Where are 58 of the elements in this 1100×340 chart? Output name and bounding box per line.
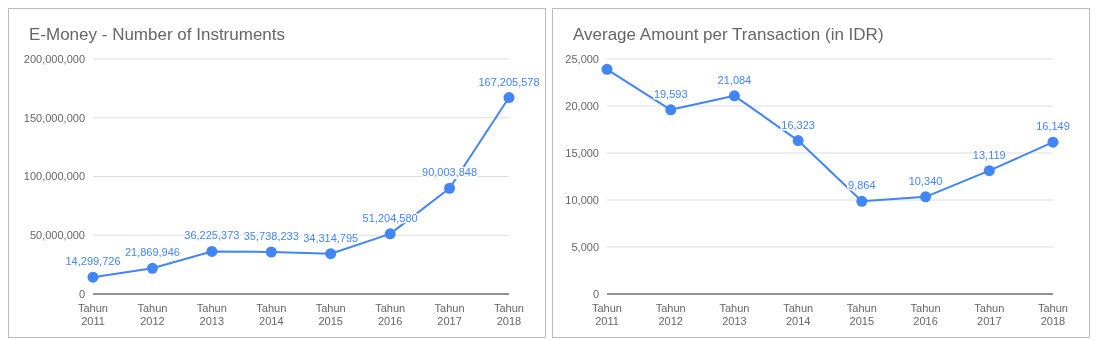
chart-title: Average Amount per Transaction (in IDR) [573, 25, 884, 45]
data-label: 16,323 [781, 118, 815, 131]
x-tick-label: Tahun 2017 [434, 302, 465, 327]
data-label: 14,299,726 [65, 255, 121, 268]
data-label: 167,205,578 [478, 75, 540, 88]
y-tick-label: 200,000,000 [23, 52, 85, 65]
x-tick-label: Tahun 2012 [655, 302, 686, 327]
y-tick-label: 0 [592, 287, 599, 300]
chart-title: E-Money - Number of Instruments [29, 25, 286, 45]
data-label: 36,225,373 [184, 229, 240, 242]
point [728, 90, 740, 102]
point [920, 191, 932, 203]
point [792, 135, 804, 147]
data-label: 35,738,233 [243, 230, 299, 243]
data-label: 21,869,946 [124, 246, 180, 259]
point [1047, 136, 1059, 148]
x-tick-label: Tahun 2011 [592, 302, 622, 327]
x-tick-label: Tahun 2016 [375, 302, 406, 327]
y-tick-label: 0 [78, 287, 85, 300]
y-tick-label: 20,000 [565, 99, 599, 112]
point [265, 246, 277, 258]
y-tick-label: 50,000,000 [29, 229, 85, 242]
point [325, 248, 337, 260]
x-tick-label: Tahun 2017 [974, 302, 1005, 327]
point [146, 262, 158, 274]
data-label: 16,149 [1036, 120, 1070, 133]
point [601, 63, 613, 75]
point [206, 245, 218, 257]
data-label: 13,119 [972, 148, 1006, 161]
x-tick-label: Tahun 2012 [137, 302, 168, 327]
point [444, 182, 456, 194]
y-tick-label: 150,000,000 [23, 111, 85, 124]
x-tick-label: Tahun 2015 [315, 302, 346, 327]
x-tick-label: Tahun 2018 [1038, 302, 1068, 327]
point [503, 92, 515, 104]
data-label: 10,340 [908, 174, 943, 187]
data-label: 34,314,795 [303, 231, 359, 244]
x-tick-label: Tahun 2013 [196, 302, 227, 327]
x-tick-label: Tahun 2015 [846, 302, 877, 327]
x-tick-label: Tahun 2016 [910, 302, 941, 327]
point [856, 195, 868, 207]
data-label: 9,864 [848, 179, 876, 192]
point [87, 271, 99, 283]
point [384, 228, 396, 240]
point [983, 165, 995, 177]
x-tick-label: Tahun 2013 [719, 302, 750, 327]
point [665, 104, 677, 116]
x-tick-label: Tahun 2011 [78, 302, 108, 327]
x-tick-label: Tahun 2018 [494, 302, 524, 327]
x-tick-label: Tahun 2014 [256, 302, 287, 327]
y-tick-label: 25,000 [565, 52, 599, 65]
y-tick-label: 10,000 [565, 193, 599, 206]
y-tick-label: 100,000,000 [23, 170, 85, 183]
y-tick-label: 5,000 [571, 240, 599, 253]
x-tick-label: Tahun 2014 [783, 302, 814, 327]
data-label: 19,593 [653, 87, 688, 100]
data-label: 21,084 [717, 73, 752, 86]
y-tick-label: 15,000 [565, 146, 599, 159]
